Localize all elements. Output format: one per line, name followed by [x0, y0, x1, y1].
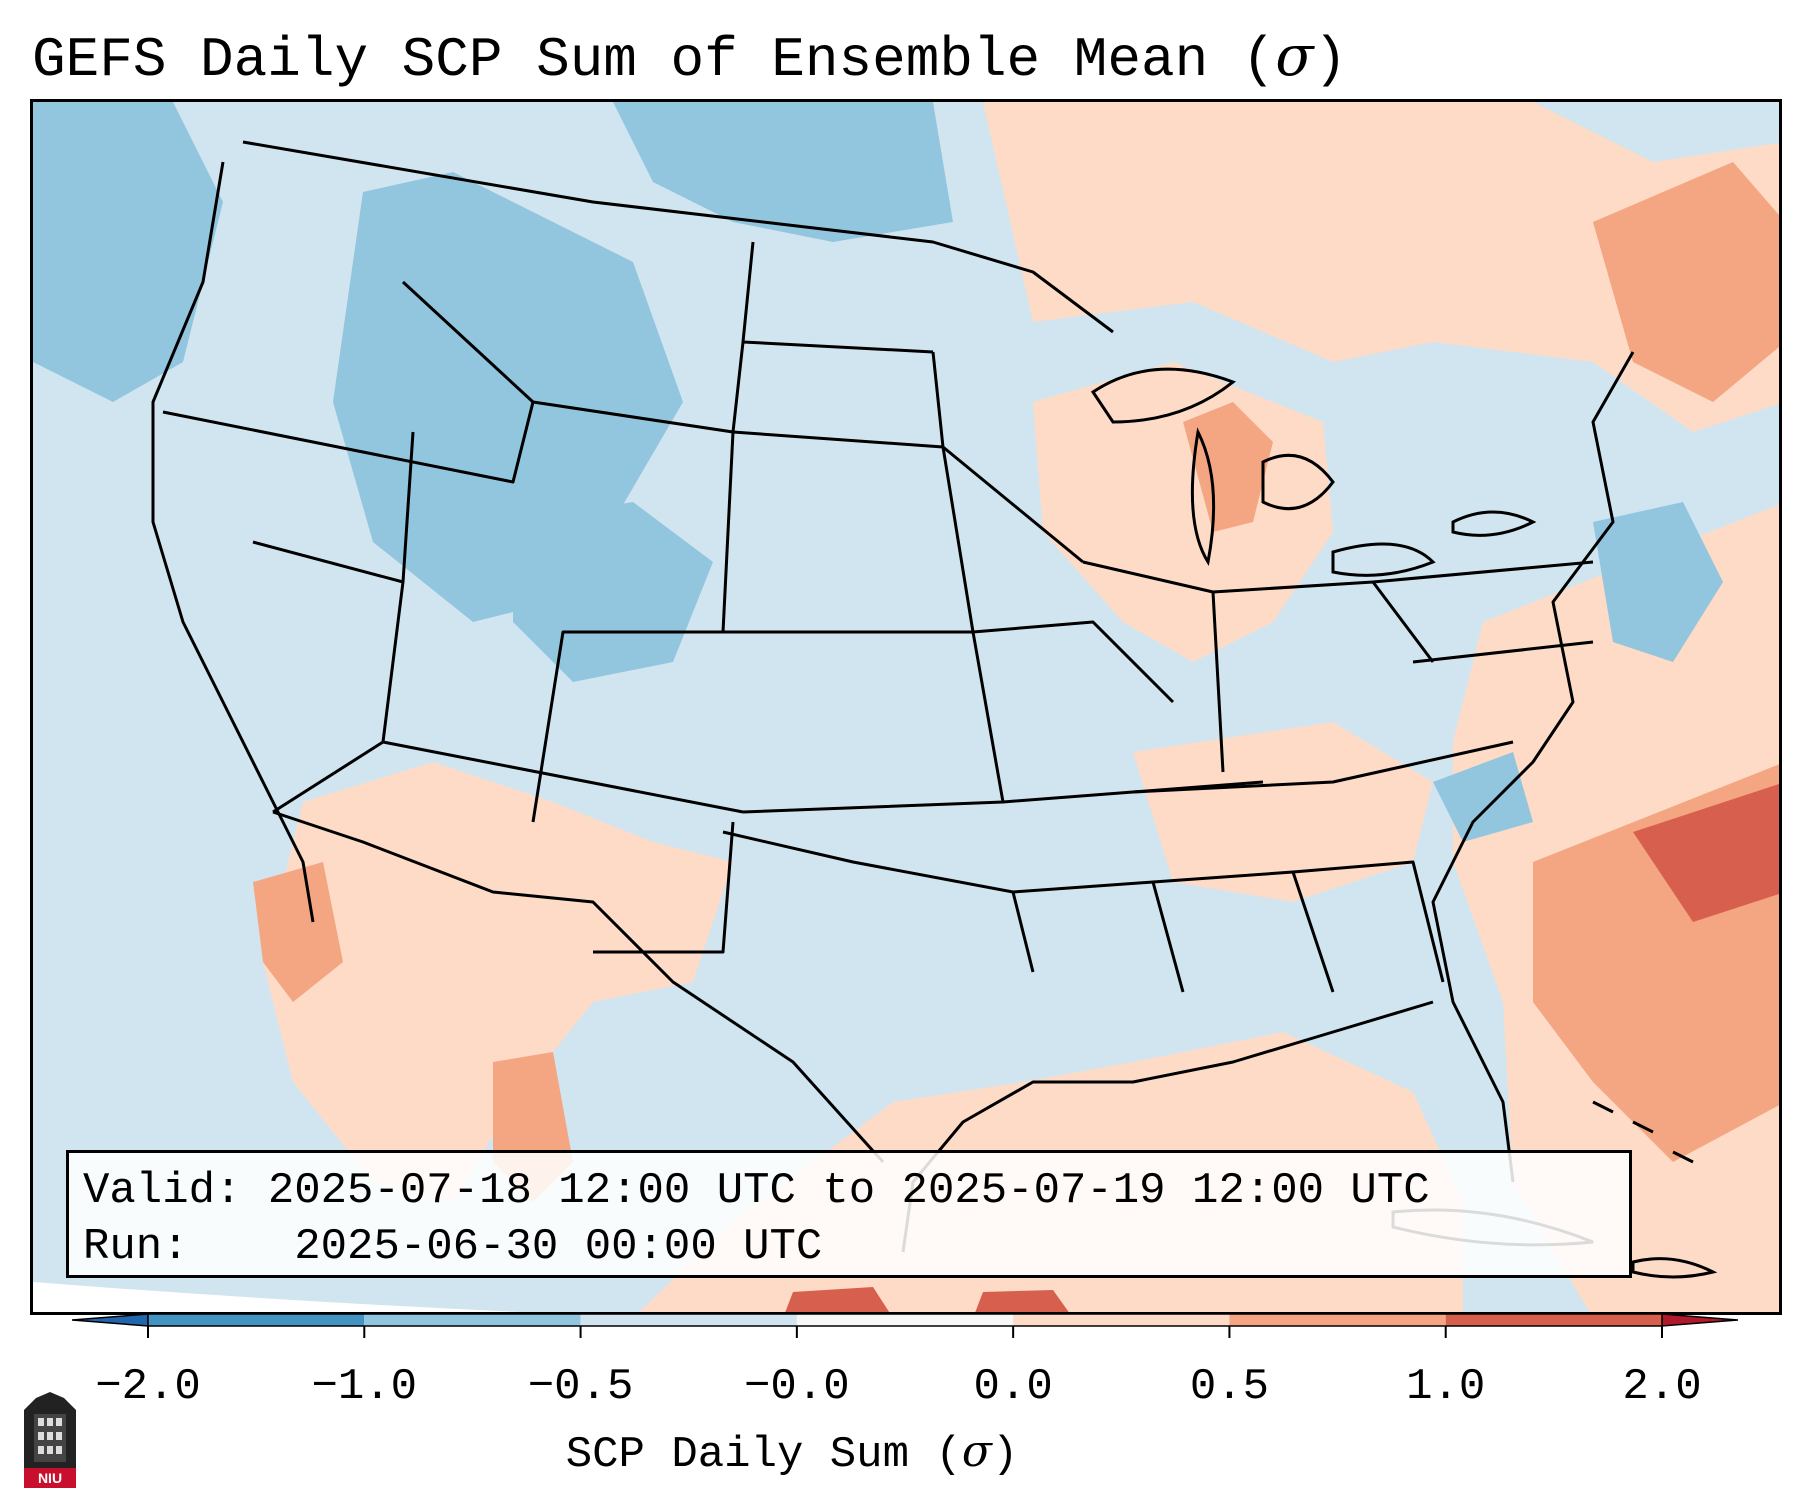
- colorbar-label: SCP Daily Sum (σ): [566, 1426, 1019, 1480]
- neg-anomaly-north-dakota: [613, 102, 953, 242]
- niu-logo: NIU: [22, 1390, 78, 1490]
- niu-logo-text: NIU: [37, 1470, 63, 1486]
- strong-anomaly-atlantic-core: [1633, 783, 1779, 922]
- strong-anomaly-northeast: [1593, 162, 1779, 402]
- anomaly-southwest: [263, 762, 733, 1202]
- neg-anomaly-new-england: [1593, 502, 1723, 662]
- colorbar-bin: [796, 1314, 1014, 1326]
- valid-line: Valid: 2025-07-18 12:00 UTC to 2025-07-1…: [83, 1163, 1629, 1219]
- colorbar-bin: [364, 1314, 581, 1326]
- valid-value: 2025-07-18 12:00 UTC to 2025-07-19 12:00…: [267, 1166, 1430, 1216]
- run-line: Run: 2025-06-30 00:00 UTC: [83, 1219, 1629, 1275]
- strong-anomaly-baja: [253, 862, 343, 1002]
- colorbar-bin: [148, 1314, 365, 1326]
- strong-anomaly-michigan: [1183, 402, 1273, 532]
- run-label: Run:: [83, 1222, 189, 1272]
- run-value: 2025-06-30 00:00 UTC: [294, 1222, 823, 1272]
- strong-anomaly-south-edge-2: [975, 1290, 1069, 1312]
- map-panel: [30, 99, 1782, 1315]
- anomaly-midsouth: [1133, 722, 1433, 902]
- colorbar-tick-label: 1.0: [1406, 1362, 1486, 1412]
- title-suffix: ): [1313, 28, 1348, 92]
- colorbar-tick-label: −0.0: [744, 1362, 850, 1412]
- colorbar-label-text: SCP Daily Sum (: [565, 1430, 962, 1480]
- colorbar-label-sigma: σ: [961, 1426, 992, 1477]
- colorbar-tick-label: −1.0: [311, 1362, 418, 1412]
- colorbar-outline: [147, 1313, 1663, 1327]
- great-lakes: [1090, 367, 1537, 577]
- neg-anomaly-carolinas: [1433, 752, 1533, 842]
- strong-anomaly-south-edge: [785, 1287, 890, 1312]
- colorbar-extend-min: [71, 1313, 149, 1327]
- colorbar-bin: [1229, 1314, 1446, 1326]
- colorbar-extend-max: [1661, 1313, 1739, 1327]
- colorbar-tick-label: 0.5: [1189, 1362, 1270, 1412]
- map-svg: [33, 102, 1779, 1312]
- niu-logo-icon: [24, 1392, 76, 1488]
- valid-label: Valid:: [83, 1166, 242, 1216]
- plot-title: GEFS Daily SCP Sum of Ensemble Mean (σ): [32, 24, 1347, 92]
- colorbar-tick-label: −0.5: [527, 1362, 634, 1412]
- colorbar-tick-label: −2.0: [95, 1362, 201, 1412]
- title-text: GEFS Daily SCP Sum of Ensemble Mean (: [32, 28, 1276, 92]
- title-sigma: σ: [1275, 24, 1314, 89]
- valid-run-info-box: Valid: 2025-07-18 12:00 UTC to 2025-07-1…: [66, 1150, 1632, 1278]
- political-borders: [151, 140, 1635, 1253]
- anomaly-canada-east: [983, 102, 1779, 432]
- neg-anomaly-pacific-nw: [33, 102, 223, 402]
- colorbar: [71, 1313, 1739, 1338]
- colorbar-bin: [1445, 1314, 1662, 1326]
- colorbar-tick-label: 0.0: [973, 1362, 1053, 1412]
- colorbar-bin: [580, 1314, 797, 1326]
- colorbar-tick-label: 2.0: [1622, 1362, 1702, 1412]
- colorbar-label-suffix: ): [991, 1430, 1019, 1480]
- colorbar-bin: [1013, 1314, 1230, 1326]
